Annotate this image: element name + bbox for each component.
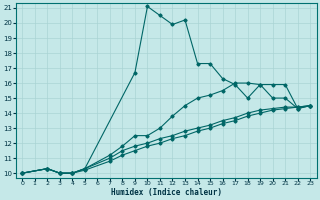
X-axis label: Humidex (Indice chaleur): Humidex (Indice chaleur) [111, 188, 222, 197]
